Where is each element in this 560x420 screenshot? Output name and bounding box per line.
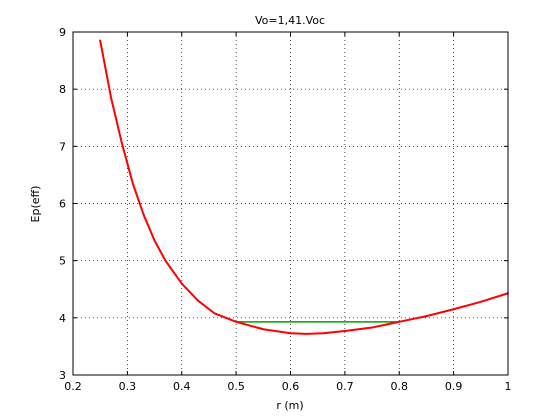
y-tick-label: 6 bbox=[59, 198, 66, 211]
y-tick-label: 9 bbox=[59, 26, 66, 39]
x-tick-label: 0.7 bbox=[336, 380, 354, 393]
chart-title: Vo=1,41.Voc bbox=[255, 14, 325, 27]
x-tick-label: 1 bbox=[505, 380, 512, 393]
x-tick-label: 0.6 bbox=[282, 380, 300, 393]
x-tick-label: 0.9 bbox=[445, 380, 463, 393]
x-tick-label: 0.8 bbox=[391, 380, 409, 393]
x-axis-label: r (m) bbox=[276, 399, 303, 412]
series-line-curve bbox=[99, 39, 509, 335]
y-tick-label: 5 bbox=[59, 255, 66, 268]
y-axis-label: Ep(eff) bbox=[29, 186, 42, 223]
y-tick-label: 7 bbox=[59, 140, 66, 153]
y-tick-label: 8 bbox=[59, 83, 66, 96]
y-tick-label: 4 bbox=[59, 312, 66, 325]
x-tick-label: 0.2 bbox=[64, 380, 82, 393]
y-tick-label: 3 bbox=[59, 369, 66, 382]
x-tick-label: 0.4 bbox=[173, 380, 191, 393]
axes-frame bbox=[72, 31, 509, 376]
tick-labels: 0.2 0.3 0.4 0.5 0.6 0.7 0.8 0.9 1 3 4 5 6 7 8 9 bbox=[59, 26, 512, 393]
x-tick-label: 0.5 bbox=[227, 380, 245, 393]
plot-area bbox=[72, 31, 509, 376]
series-group bbox=[99, 39, 509, 335]
x-tick-label: 0.3 bbox=[119, 380, 137, 393]
